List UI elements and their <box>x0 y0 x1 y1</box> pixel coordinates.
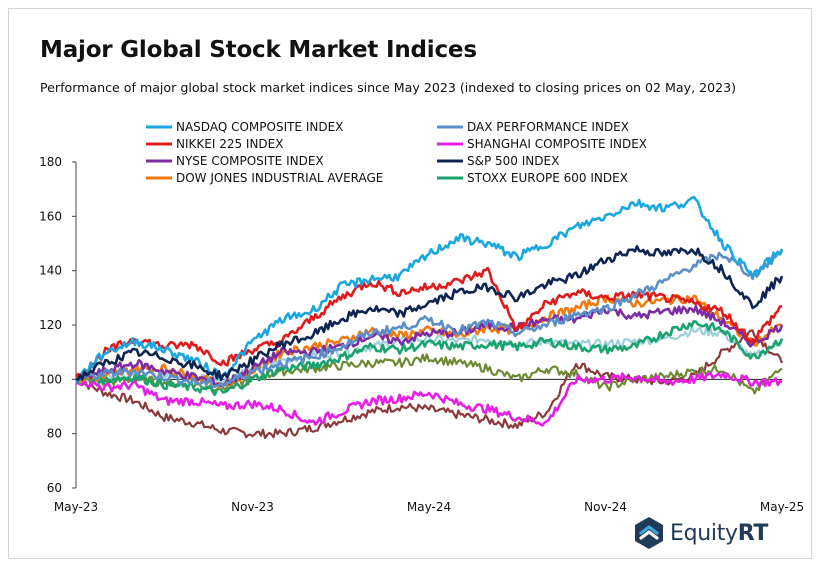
logo-text-equity: Equity <box>670 520 738 546</box>
legend-item: SHANGHAI COMPOSITE INDEX <box>437 137 647 151</box>
equityrt-logo: EquityRT <box>632 516 768 550</box>
legend-item: DOW JONES INDUSTRIAL AVERAGE <box>146 171 383 185</box>
series-line-nyse-composite-index <box>75 304 784 388</box>
legend-label: SHANGHAI COMPOSITE INDEX <box>467 137 647 151</box>
y-tick-label: 140 <box>39 264 62 278</box>
x-tick-label: Nov-24 <box>584 500 627 514</box>
x-tick-label: May-25 <box>760 500 804 514</box>
legend-label: NYSE COMPOSITE INDEX <box>176 154 324 168</box>
legend-label: NIKKEI 225 INDEX <box>176 137 283 151</box>
chart-frame <box>8 8 812 559</box>
y-tick-label: 120 <box>39 318 62 332</box>
legend-label: DOW JONES INDUSTRIAL AVERAGE <box>176 171 383 185</box>
x-tick-label: Nov-23 <box>231 500 274 514</box>
logo-text-rt: RT <box>737 520 769 546</box>
legend-label: STOXX EUROPE 600 INDEX <box>467 171 628 185</box>
chart-title: Major Global Stock Market Indices <box>40 37 477 63</box>
axes: 60 80 100 120 140 160 180 May-23 Nov-23 May-24 Nov… <box>39 155 804 514</box>
series-line-nasdaq-composite-index <box>75 195 784 383</box>
legend: NASDAQ COMPOSITE INDEX DAX PERFORMANCE IN… <box>146 120 647 185</box>
series-line-dax-performance-index <box>75 250 783 388</box>
legend-item: NIKKEI 225 INDEX <box>146 137 283 151</box>
series-line-shanghai-composite-index <box>75 371 783 427</box>
series-line-s-p-500-index <box>75 245 784 382</box>
y-tick-label: 180 <box>39 155 62 169</box>
logo-wordmark: EquityRT <box>670 521 768 546</box>
legend-label: DAX PERFORMANCE INDEX <box>467 120 629 134</box>
legend-item: STOXX EUROPE 600 INDEX <box>437 171 628 185</box>
legend-item: S&P 500 INDEX <box>437 154 559 168</box>
y-tick-label: 160 <box>39 209 62 223</box>
y-tick-label: 80 <box>47 427 62 441</box>
x-tick-label: May-24 <box>407 500 451 514</box>
chart-subtitle: Performance of major global stock market… <box>40 80 737 95</box>
legend-item: NASDAQ COMPOSITE INDEX <box>146 120 343 134</box>
legend-label: S&P 500 INDEX <box>467 154 559 168</box>
x-tick-label: May-23 <box>54 500 98 514</box>
legend-item: DAX PERFORMANCE INDEX <box>437 120 629 134</box>
y-tick-label: 60 <box>47 481 62 495</box>
series-layer <box>74 195 784 440</box>
equityrt-logo-icon <box>635 517 663 549</box>
legend-item: NYSE COMPOSITE INDEX <box>146 154 324 168</box>
y-tick-label: 100 <box>39 372 62 386</box>
legend-label: NASDAQ COMPOSITE INDEX <box>176 120 343 134</box>
series-line-stoxx-europe-600-index <box>74 320 784 396</box>
series-line-nikkei-225-index <box>74 266 783 381</box>
